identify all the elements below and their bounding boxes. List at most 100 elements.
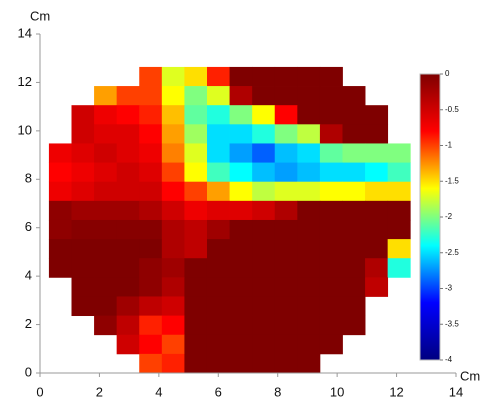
heat-cell bbox=[206, 86, 230, 106]
heat-cell bbox=[319, 66, 343, 87]
heat-cell bbox=[252, 162, 276, 183]
heat-cell bbox=[319, 200, 343, 221]
heat-cell bbox=[206, 353, 230, 374]
heat-cell bbox=[297, 258, 321, 278]
heat-cell bbox=[161, 181, 185, 202]
heat-cell bbox=[297, 315, 321, 336]
heat-cell bbox=[139, 200, 163, 221]
heat-cell bbox=[319, 124, 343, 144]
heat-cell bbox=[387, 239, 411, 259]
heat-cell bbox=[161, 239, 185, 259]
heat-cell bbox=[229, 143, 253, 163]
heat-cell bbox=[319, 258, 343, 278]
heat-cell bbox=[161, 258, 185, 278]
heat-cell bbox=[319, 162, 343, 183]
colorbar-tick-label: -4 bbox=[445, 355, 453, 364]
colorbar-tick-label: -3 bbox=[445, 284, 453, 293]
heat-cell bbox=[274, 277, 298, 297]
heat-cell bbox=[274, 162, 298, 183]
heat-cell bbox=[365, 181, 389, 202]
heat-cell bbox=[184, 162, 208, 183]
heat-cell bbox=[161, 277, 185, 297]
heat-cell bbox=[71, 239, 95, 259]
heat-cell bbox=[116, 200, 140, 221]
heat-cell bbox=[252, 258, 276, 278]
heat-cell bbox=[94, 315, 118, 336]
heat-cell bbox=[161, 200, 185, 221]
heat-cell bbox=[48, 239, 72, 259]
heat-cell bbox=[387, 200, 411, 221]
heat-cell bbox=[139, 86, 163, 106]
heat-cell bbox=[206, 162, 230, 183]
heat-cell bbox=[252, 334, 276, 355]
heat-cell bbox=[229, 181, 253, 202]
heat-cell bbox=[319, 334, 343, 355]
heat-cell bbox=[139, 258, 163, 278]
heat-cell bbox=[139, 66, 163, 87]
heat-cell bbox=[184, 296, 208, 317]
colorbar-tick-label: -2.5 bbox=[445, 248, 459, 257]
heat-cell bbox=[71, 162, 95, 183]
heat-cell bbox=[71, 181, 95, 202]
heat-cell bbox=[365, 143, 389, 163]
heat-cell bbox=[365, 239, 389, 259]
heat-cell bbox=[342, 124, 366, 144]
x-tick-label: 2 bbox=[96, 384, 103, 399]
heat-cell bbox=[48, 258, 72, 278]
heat-cell bbox=[94, 219, 118, 240]
heat-cell bbox=[229, 219, 253, 240]
heat-cell bbox=[206, 277, 230, 297]
heat-cell bbox=[229, 315, 253, 336]
heat-cell bbox=[139, 162, 163, 183]
heat-cell bbox=[229, 239, 253, 259]
heat-cell bbox=[387, 219, 411, 240]
heat-cell bbox=[94, 181, 118, 202]
heat-cell bbox=[274, 334, 298, 355]
heat-cell bbox=[229, 162, 253, 183]
heat-cell bbox=[274, 315, 298, 336]
heat-cell bbox=[71, 219, 95, 240]
heat-cell bbox=[229, 86, 253, 106]
y-tick-label: 12 bbox=[18, 74, 32, 89]
heat-cell bbox=[48, 143, 72, 163]
heat-cell bbox=[274, 258, 298, 278]
heat-cell bbox=[297, 143, 321, 163]
heat-cell bbox=[274, 239, 298, 259]
heat-cell bbox=[319, 239, 343, 259]
heat-cell bbox=[116, 239, 140, 259]
heat-cell bbox=[116, 219, 140, 240]
x-tick-label: 12 bbox=[389, 384, 403, 399]
heat-cell bbox=[319, 315, 343, 336]
heat-cell bbox=[94, 296, 118, 317]
heat-cell bbox=[297, 124, 321, 144]
heat-cell bbox=[206, 296, 230, 317]
heat-cell bbox=[297, 86, 321, 106]
heat-cell bbox=[229, 105, 253, 125]
heat-cell bbox=[139, 315, 163, 336]
heat-cell bbox=[252, 277, 276, 297]
heat-cell bbox=[342, 219, 366, 240]
heat-cell bbox=[319, 296, 343, 317]
heat-cell bbox=[206, 258, 230, 278]
heat-cell bbox=[94, 86, 118, 106]
heat-cell bbox=[387, 162, 411, 183]
heat-cell bbox=[48, 200, 72, 221]
heat-cell bbox=[94, 124, 118, 144]
heat-cell bbox=[365, 162, 389, 183]
heat-cell bbox=[365, 124, 389, 144]
colorbar-tick-label: -1 bbox=[445, 141, 453, 150]
heat-cell bbox=[161, 315, 185, 336]
y-tick-label: 4 bbox=[25, 268, 32, 283]
heat-cell bbox=[161, 105, 185, 125]
heat-cell bbox=[342, 258, 366, 278]
heat-cell bbox=[139, 353, 163, 374]
heat-cell bbox=[139, 239, 163, 259]
x-tick-label: 0 bbox=[36, 384, 43, 399]
heat-cell bbox=[94, 239, 118, 259]
heat-cell bbox=[342, 239, 366, 259]
heat-cell bbox=[342, 162, 366, 183]
heat-cell bbox=[206, 105, 230, 125]
heat-cell bbox=[274, 219, 298, 240]
heat-cell bbox=[297, 353, 321, 374]
